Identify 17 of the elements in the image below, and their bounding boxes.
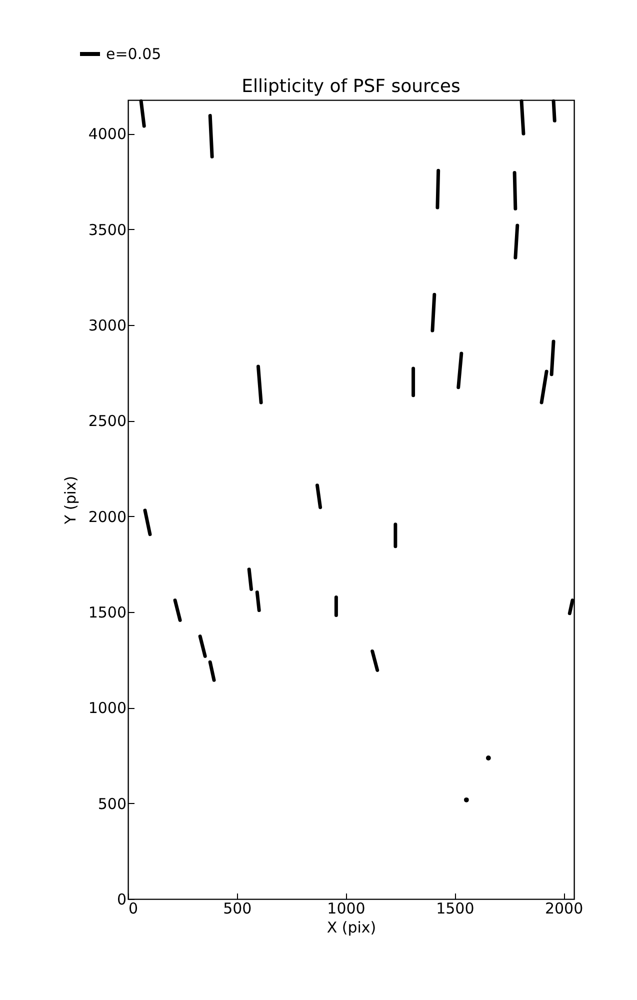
x-tick-label: 1000 — [327, 900, 366, 918]
y-tick-label: 500 — [98, 794, 126, 813]
x-tick-label: 1500 — [436, 900, 474, 918]
x-tick-label: 500 — [223, 900, 252, 918]
y-tick-label: 1500 — [88, 604, 126, 622]
y-axis-title: Y (pix) — [61, 476, 80, 526]
chart-title: Ellipticity of PSF sources — [242, 76, 460, 97]
y-tick-label: 2000 — [88, 508, 126, 526]
y-tick-label: 4000 — [88, 125, 126, 144]
y-tick-label: 2500 — [88, 412, 126, 430]
x-axis-title: X (pix) — [326, 918, 376, 936]
y-tick-label: 1000 — [88, 699, 126, 718]
x-tick-label: 2000 — [544, 900, 584, 918]
y-tick-label: 3500 — [88, 220, 126, 239]
y-tick-label: 3000 — [88, 316, 126, 335]
legend-label: e=0.05 — [106, 45, 162, 63]
x-tick-label: 0 — [128, 900, 138, 918]
